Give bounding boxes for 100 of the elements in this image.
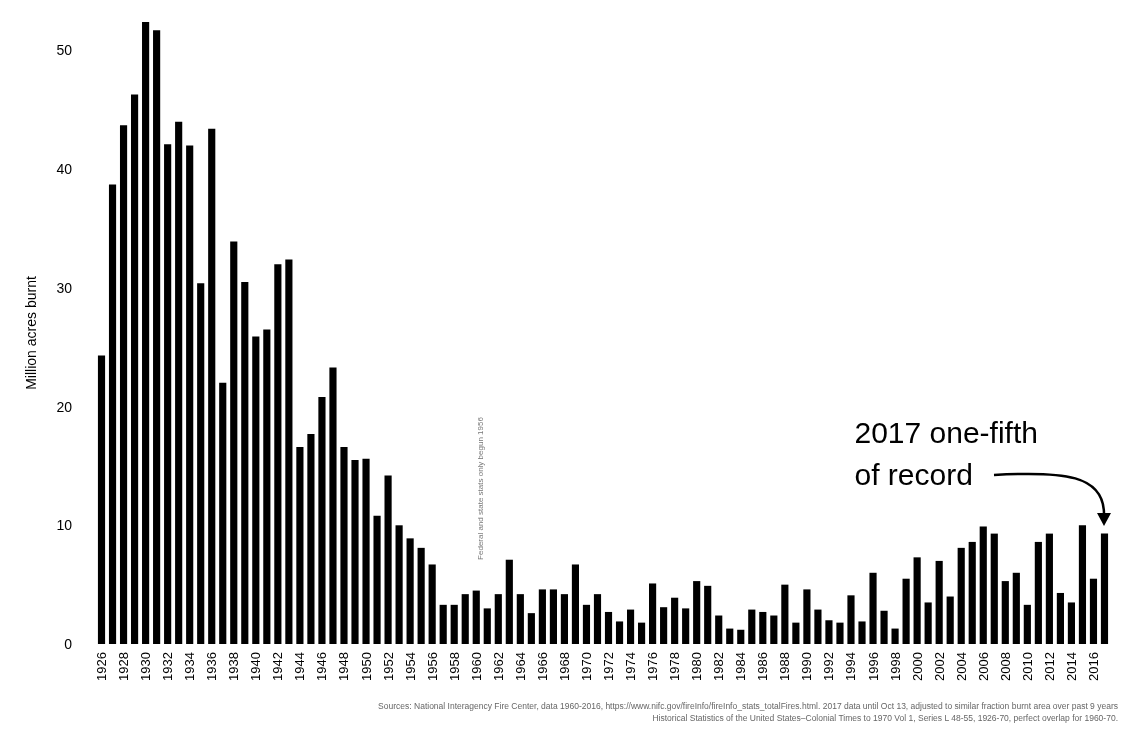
bar (803, 589, 811, 644)
bar (814, 609, 822, 644)
bar (604, 611, 613, 644)
y-tick-label: 40 (56, 161, 73, 178)
x-tick-label: 1996 (865, 652, 881, 681)
bar (715, 615, 723, 644)
x-tick-label: 2016 (1085, 652, 1101, 681)
bar (472, 590, 480, 644)
bar (241, 281, 249, 644)
bar (858, 621, 866, 644)
bar (119, 125, 128, 644)
bar (130, 94, 139, 644)
bar (252, 336, 260, 644)
bar (582, 604, 591, 644)
bar (704, 585, 712, 644)
x-tick-label: 1978 (667, 652, 683, 681)
bar (230, 241, 238, 644)
bar (373, 515, 381, 644)
x-tick-label: 1952 (380, 652, 396, 681)
x-tick-label: 1948 (336, 652, 352, 681)
bar (197, 283, 205, 644)
y-tick-label: 0 (64, 636, 73, 652)
bar (549, 589, 557, 644)
bar (637, 622, 646, 644)
bar (1078, 525, 1087, 644)
x-tick-label: 1950 (358, 652, 374, 681)
bar (737, 629, 745, 644)
bar (208, 128, 216, 644)
bar (1001, 581, 1009, 644)
bar (869, 572, 877, 644)
annotation: Federal and state stats only begun 1956 (475, 416, 485, 560)
bar (296, 446, 304, 644)
x-tick-label: 1932 (160, 652, 176, 681)
x-tick-label: 1988 (777, 652, 793, 681)
bar (990, 533, 998, 644)
bar (428, 564, 436, 644)
bar (836, 622, 844, 644)
bar (1067, 602, 1076, 644)
bar (770, 615, 778, 644)
bar (571, 564, 580, 644)
y-tick-label: 10 (56, 517, 73, 534)
bar (538, 589, 546, 644)
bar (957, 547, 965, 644)
bar (351, 460, 359, 644)
bar (263, 329, 271, 644)
x-tick-label: 1956 (424, 652, 440, 681)
x-tick-label: 1928 (116, 652, 132, 681)
x-tick-label: 1930 (138, 652, 154, 681)
bar (913, 557, 921, 644)
x-tick-label: 2010 (1019, 652, 1035, 681)
bar (649, 583, 657, 644)
bar (792, 622, 800, 644)
bar (164, 144, 172, 644)
bar (318, 397, 326, 644)
bar (274, 264, 282, 644)
bar (516, 594, 524, 644)
x-tick-label: 1960 (468, 652, 484, 681)
bar (1023, 604, 1031, 644)
bar (847, 595, 855, 644)
bar (175, 121, 183, 644)
x-tick-label: 1980 (689, 652, 705, 681)
bar (362, 458, 370, 644)
bar (726, 628, 734, 644)
bar (450, 604, 458, 644)
x-tick-label: 2012 (1041, 652, 1057, 681)
bar (748, 609, 756, 644)
bar (1100, 533, 1109, 644)
bar (483, 608, 491, 644)
x-tick-label: 2006 (975, 652, 991, 681)
bar (979, 526, 987, 644)
x-tick-label: 1970 (578, 652, 594, 681)
bar (142, 22, 150, 644)
y-tick-label: 30 (56, 279, 73, 296)
bar (340, 446, 348, 644)
bar (329, 367, 337, 644)
bar (186, 145, 194, 644)
x-tick-label: 1926 (94, 652, 110, 681)
bar (1034, 541, 1042, 644)
x-tick-label: 1990 (799, 652, 815, 681)
bar (505, 559, 513, 644)
x-tick-label: 1936 (204, 652, 220, 681)
x-tick-label: 2008 (997, 652, 1013, 681)
x-tick-label: 1972 (601, 652, 617, 681)
bar (891, 628, 899, 644)
annotation: 2017 one-fifth of record (854, 415, 1038, 491)
x-tick-label: 1942 (270, 652, 286, 681)
bar (406, 538, 414, 644)
bar (671, 597, 679, 644)
source-note: Sources: National Interagency Fire Center, data 1960-2016, https://www.nifc.gov/fireInfo/fireInfo_stats_totalFires.html. 2017 data until Oct 13, adjusted to similar fraction burnt area over past 9 years (378, 700, 1118, 711)
x-tick-label: 1992 (821, 652, 837, 681)
bar (285, 259, 293, 644)
bar (461, 594, 469, 644)
x-tick-label: 1982 (711, 652, 727, 681)
bar (626, 609, 635, 644)
bar (693, 581, 701, 644)
bar (935, 560, 943, 644)
x-tick-label: 2014 (1063, 652, 1079, 681)
x-tick-label: 2004 (953, 652, 969, 681)
x-tick-label: 1986 (755, 652, 771, 681)
bar (384, 475, 392, 644)
